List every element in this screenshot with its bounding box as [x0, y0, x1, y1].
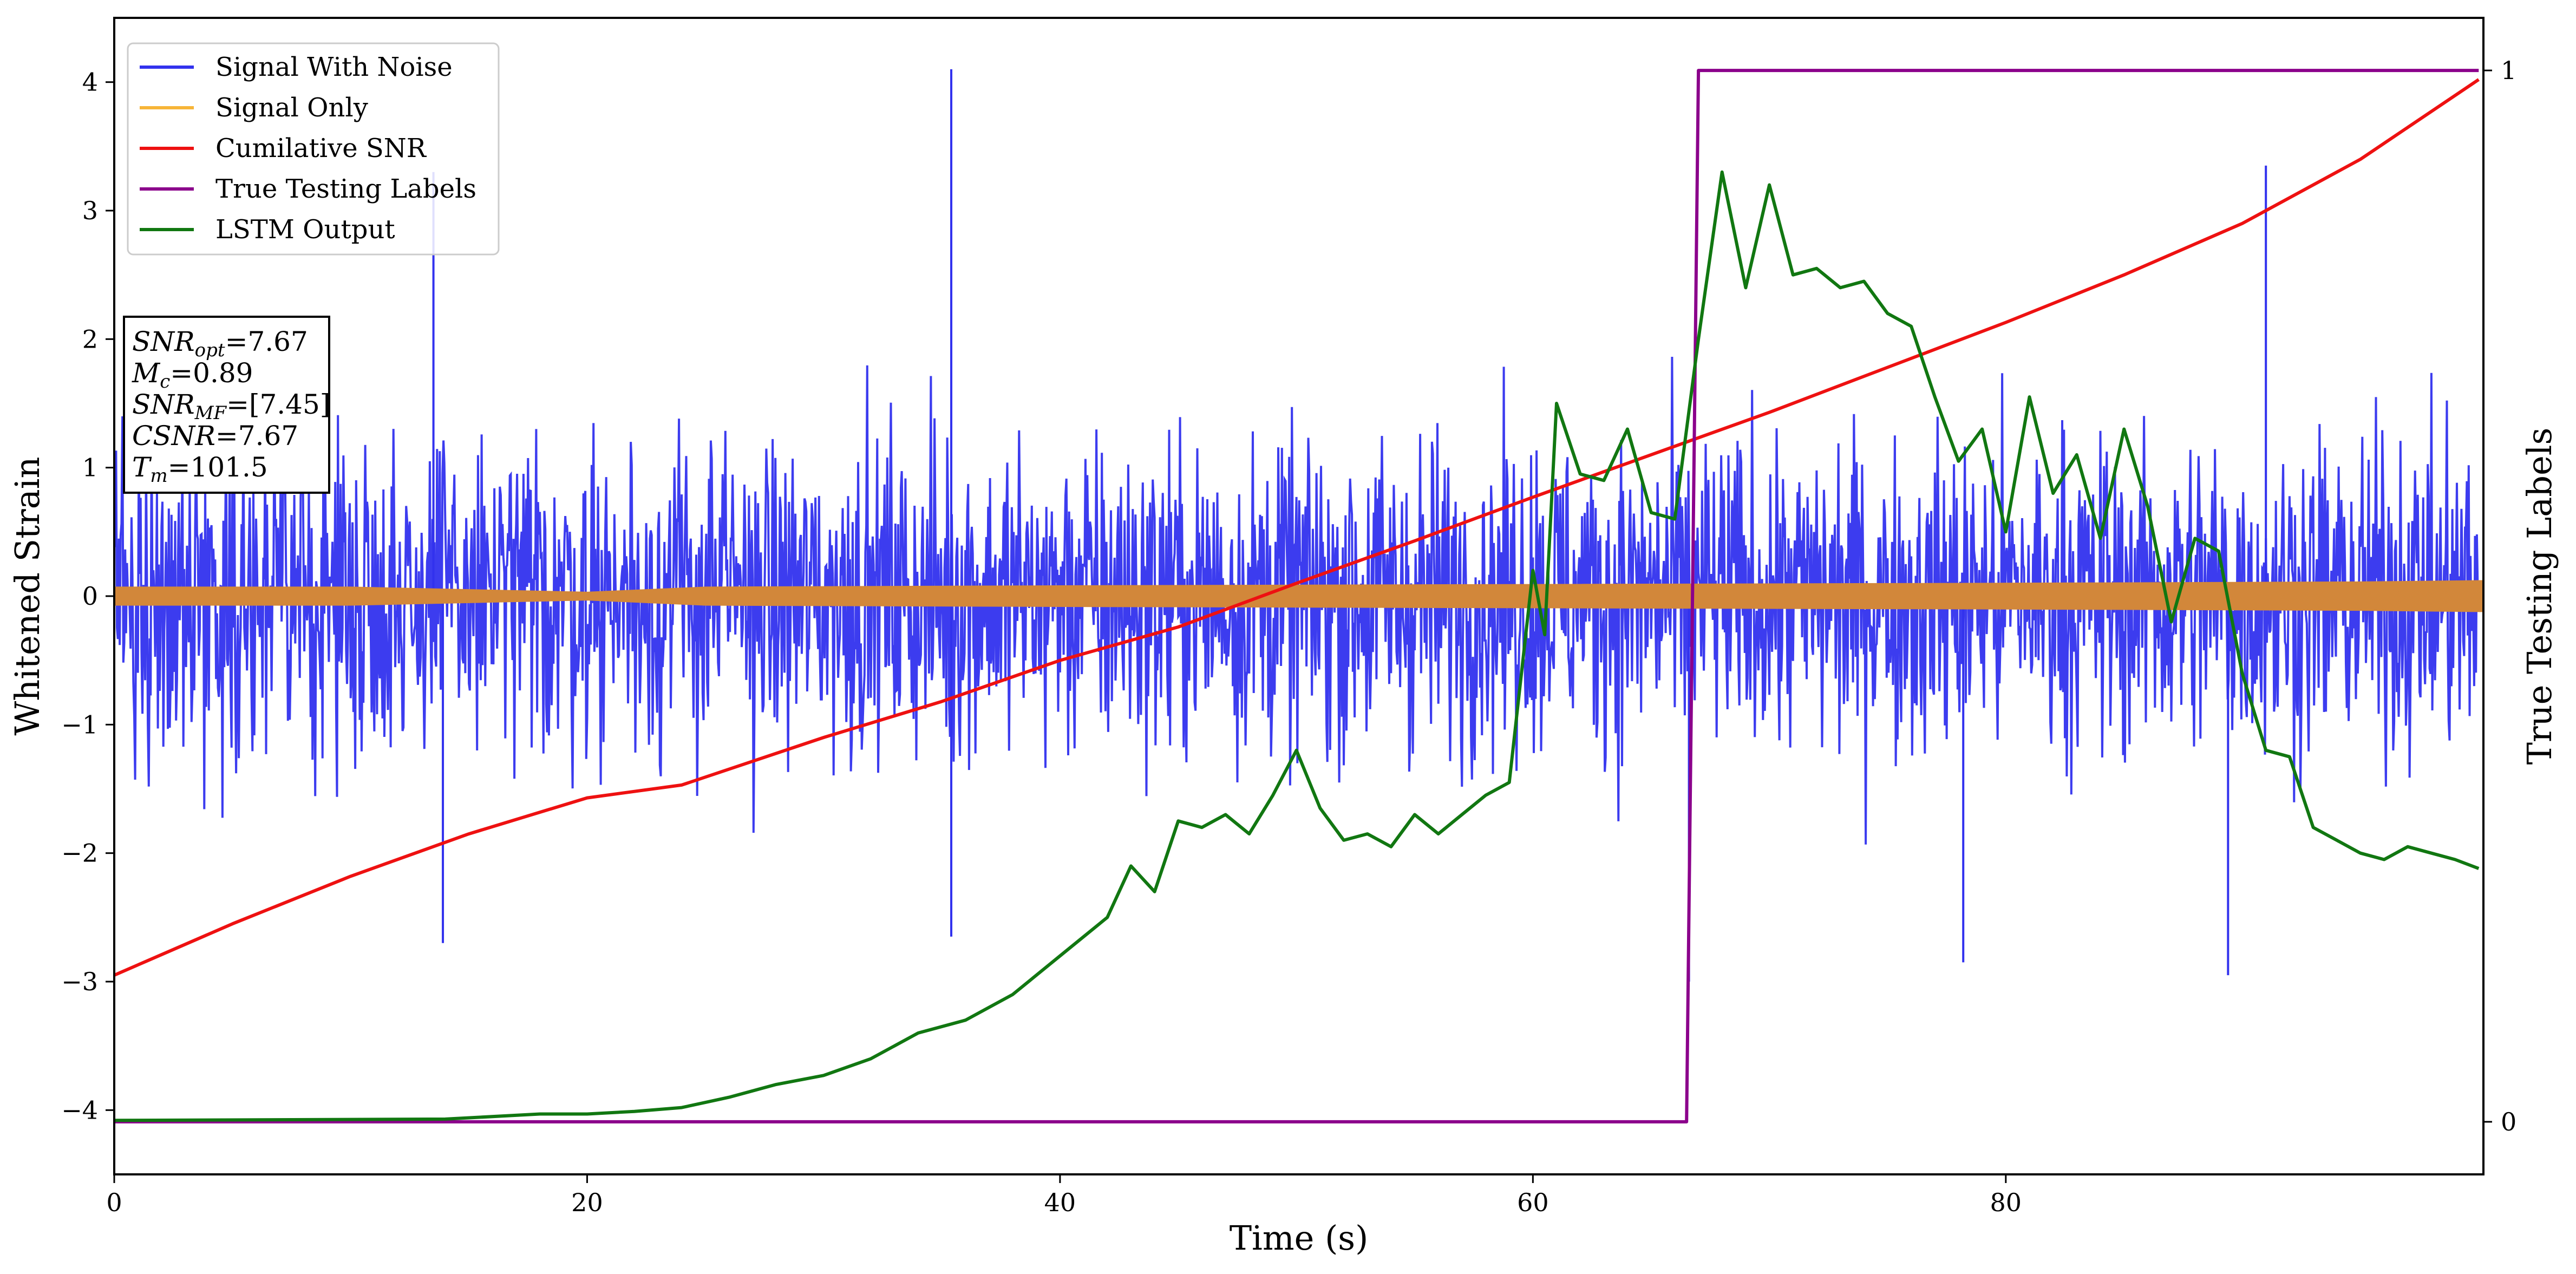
info-tm: Tm=101.5: [132, 452, 268, 487]
info-mc: Mc=0.89: [132, 357, 253, 393]
y-left-tick-label: −3: [61, 967, 98, 996]
cumilative-snr-line: [114, 78, 2480, 977]
y-axis-right-title: True Testing Labels: [2520, 428, 2559, 765]
y-left-tick-label: 4: [82, 68, 98, 97]
info-snr-opt: SNRopt=7.67: [132, 326, 308, 361]
legend-label: Signal Only: [215, 93, 368, 123]
x-tick-label: 80: [1990, 1188, 2022, 1217]
true-testing-labels-line: [114, 69, 2479, 1123]
y-left-tick-label: 1: [82, 453, 98, 482]
info-snr-mf: SNRMF=[7.45]: [132, 389, 330, 424]
y-axis-left-title: Whitened Strain: [8, 457, 47, 736]
legend-label: LSTM Output: [215, 214, 395, 245]
x-axis-ticks: 0 20 40 60 80: [106, 1174, 2022, 1217]
x-tick-label: 0: [106, 1188, 122, 1217]
info-box: SNRopt=7.67 Mc=0.89 SNRMF=[7.45] CSNR=7.…: [123, 316, 330, 494]
legend-label: Signal With Noise: [215, 52, 453, 82]
y-axis-right-ticks: 01: [2483, 56, 2516, 1136]
y-left-tick-label: −4: [61, 1095, 98, 1125]
y-left-tick-label: −1: [61, 710, 98, 739]
x-tick-label: 60: [1517, 1188, 1549, 1217]
legend-label: Cumilative SNR: [215, 133, 427, 164]
x-tick-label: 40: [1044, 1188, 1076, 1217]
y-left-tick-label: 3: [82, 196, 98, 225]
lstm-output-line: [114, 170, 2480, 1122]
info-box-frame: [123, 316, 330, 494]
info-csnr: CSNR=7.67: [132, 420, 298, 452]
y-left-tick-label: 2: [82, 324, 98, 354]
y-axis-left-ticks: −4 −3 −2 −1 0 1 2 3 4: [61, 68, 114, 1125]
legend: Signal With Noise Signal Only Cumilative S…: [127, 42, 500, 256]
y-right-tick-label: 1: [2501, 56, 2516, 85]
noise-trace: [114, 356, 2480, 845]
x-tick-label: 20: [571, 1188, 603, 1217]
x-axis-title: Time (s): [1230, 1218, 1369, 1258]
y-left-tick-label: −2: [61, 839, 98, 868]
signal-only-series: [114, 580, 2483, 612]
line-series-layer: [114, 69, 2480, 1123]
y-right-tick-label: 0: [2501, 1107, 2516, 1136]
legend-frame: [127, 42, 500, 256]
signal-only-band: [114, 580, 2483, 612]
y-left-tick-label: 0: [82, 582, 98, 611]
legend-label: True Testing Labels: [215, 174, 476, 204]
